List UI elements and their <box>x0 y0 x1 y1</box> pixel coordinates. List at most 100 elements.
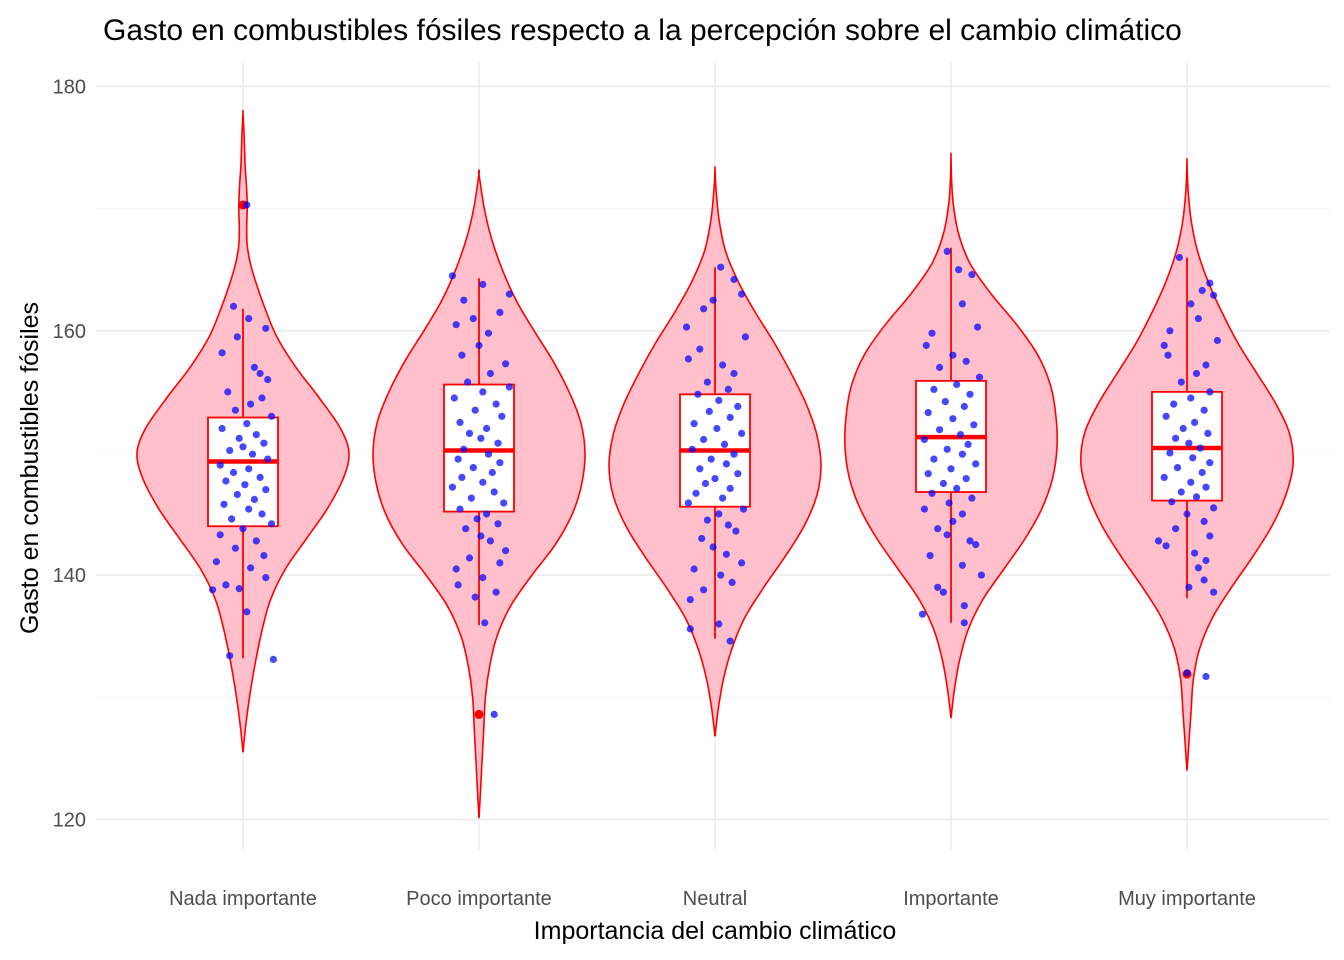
data-point <box>730 275 738 284</box>
data-point <box>496 459 504 467</box>
data-point <box>1183 669 1191 677</box>
data-point <box>498 412 506 420</box>
data-point <box>943 445 951 453</box>
data-point <box>943 531 951 539</box>
data-point <box>1177 378 1185 386</box>
data-point <box>730 450 738 458</box>
data-point <box>1202 483 1210 491</box>
data-point <box>220 500 228 508</box>
data-point <box>1189 454 1197 462</box>
data-point <box>494 520 502 528</box>
data-point <box>1210 504 1218 512</box>
data-point <box>267 520 276 528</box>
data-point <box>734 470 742 478</box>
data-point <box>1173 464 1182 472</box>
data-point <box>1185 583 1193 591</box>
data-point <box>1175 253 1183 262</box>
data-point <box>1194 315 1202 323</box>
data-point <box>684 499 693 507</box>
data-point <box>918 610 927 618</box>
data-point <box>943 247 951 255</box>
data-point <box>922 341 930 349</box>
data-point <box>958 450 967 458</box>
data-point <box>245 505 253 513</box>
data-point <box>962 357 970 365</box>
data-point <box>462 525 470 533</box>
data-point <box>930 455 938 463</box>
data-point <box>496 559 504 567</box>
data-point <box>235 585 243 593</box>
data-point <box>949 517 957 526</box>
data-point <box>252 431 260 439</box>
data-point <box>1213 336 1221 345</box>
outlier-point <box>474 709 484 719</box>
data-point <box>458 473 466 481</box>
data-point <box>502 547 510 555</box>
data-point <box>218 349 226 357</box>
data-point <box>1166 327 1174 335</box>
data-point <box>222 581 230 589</box>
data-point <box>1192 369 1201 378</box>
data-point <box>719 361 727 369</box>
data-point <box>966 390 974 398</box>
data-point <box>700 435 708 444</box>
data-point <box>934 525 942 533</box>
data-point <box>490 488 498 496</box>
y-tick-label: 140 <box>53 565 86 587</box>
data-point <box>949 351 957 359</box>
data-point <box>1154 537 1163 545</box>
data-point <box>1194 564 1202 572</box>
data-point <box>233 333 241 341</box>
data-point <box>1206 388 1214 396</box>
data-point <box>212 558 220 566</box>
data-point <box>1204 429 1212 437</box>
data-point <box>686 625 694 633</box>
data-point <box>243 201 251 209</box>
data-point <box>1202 672 1210 681</box>
data-point <box>703 378 712 386</box>
data-point <box>724 385 732 393</box>
data-point <box>226 446 234 455</box>
data-point <box>260 552 268 560</box>
data-point <box>1210 588 1218 596</box>
y-tick-label: 120 <box>53 809 86 831</box>
data-point <box>226 652 234 660</box>
data-point <box>960 602 968 610</box>
data-point <box>688 445 696 453</box>
tick-labels: 120 140 160 180 Nada importante Poco importan… <box>53 76 1256 910</box>
data-point <box>209 586 217 594</box>
data-point <box>928 489 936 497</box>
data-point <box>1187 478 1195 486</box>
box-0 <box>207 416 279 528</box>
data-point <box>974 323 982 331</box>
data-point <box>469 315 477 323</box>
x-tick-label: Neutral <box>683 888 747 910</box>
data-point <box>267 412 276 420</box>
data-point <box>968 494 976 502</box>
data-point <box>696 465 704 473</box>
data-point <box>924 409 932 417</box>
data-point <box>262 574 270 582</box>
data-point <box>715 510 723 518</box>
data-point <box>690 565 698 573</box>
data-point <box>1198 468 1206 477</box>
data-point <box>955 266 963 274</box>
data-point <box>460 445 468 453</box>
data-point <box>920 435 929 444</box>
data-point <box>734 402 742 411</box>
data-point <box>465 429 474 437</box>
data-point <box>245 315 253 323</box>
data-point <box>977 571 986 579</box>
data-point <box>492 400 500 408</box>
data-point <box>711 475 719 483</box>
data-point <box>260 439 268 447</box>
data-point <box>1179 424 1187 433</box>
data-point <box>962 475 970 483</box>
data-point <box>247 564 255 572</box>
data-point <box>250 363 258 371</box>
y-tick-label: 160 <box>53 321 86 343</box>
data-point <box>239 443 247 451</box>
data-point <box>475 341 483 349</box>
x-tick-label: Nada importante <box>169 888 317 910</box>
data-point <box>452 321 460 329</box>
